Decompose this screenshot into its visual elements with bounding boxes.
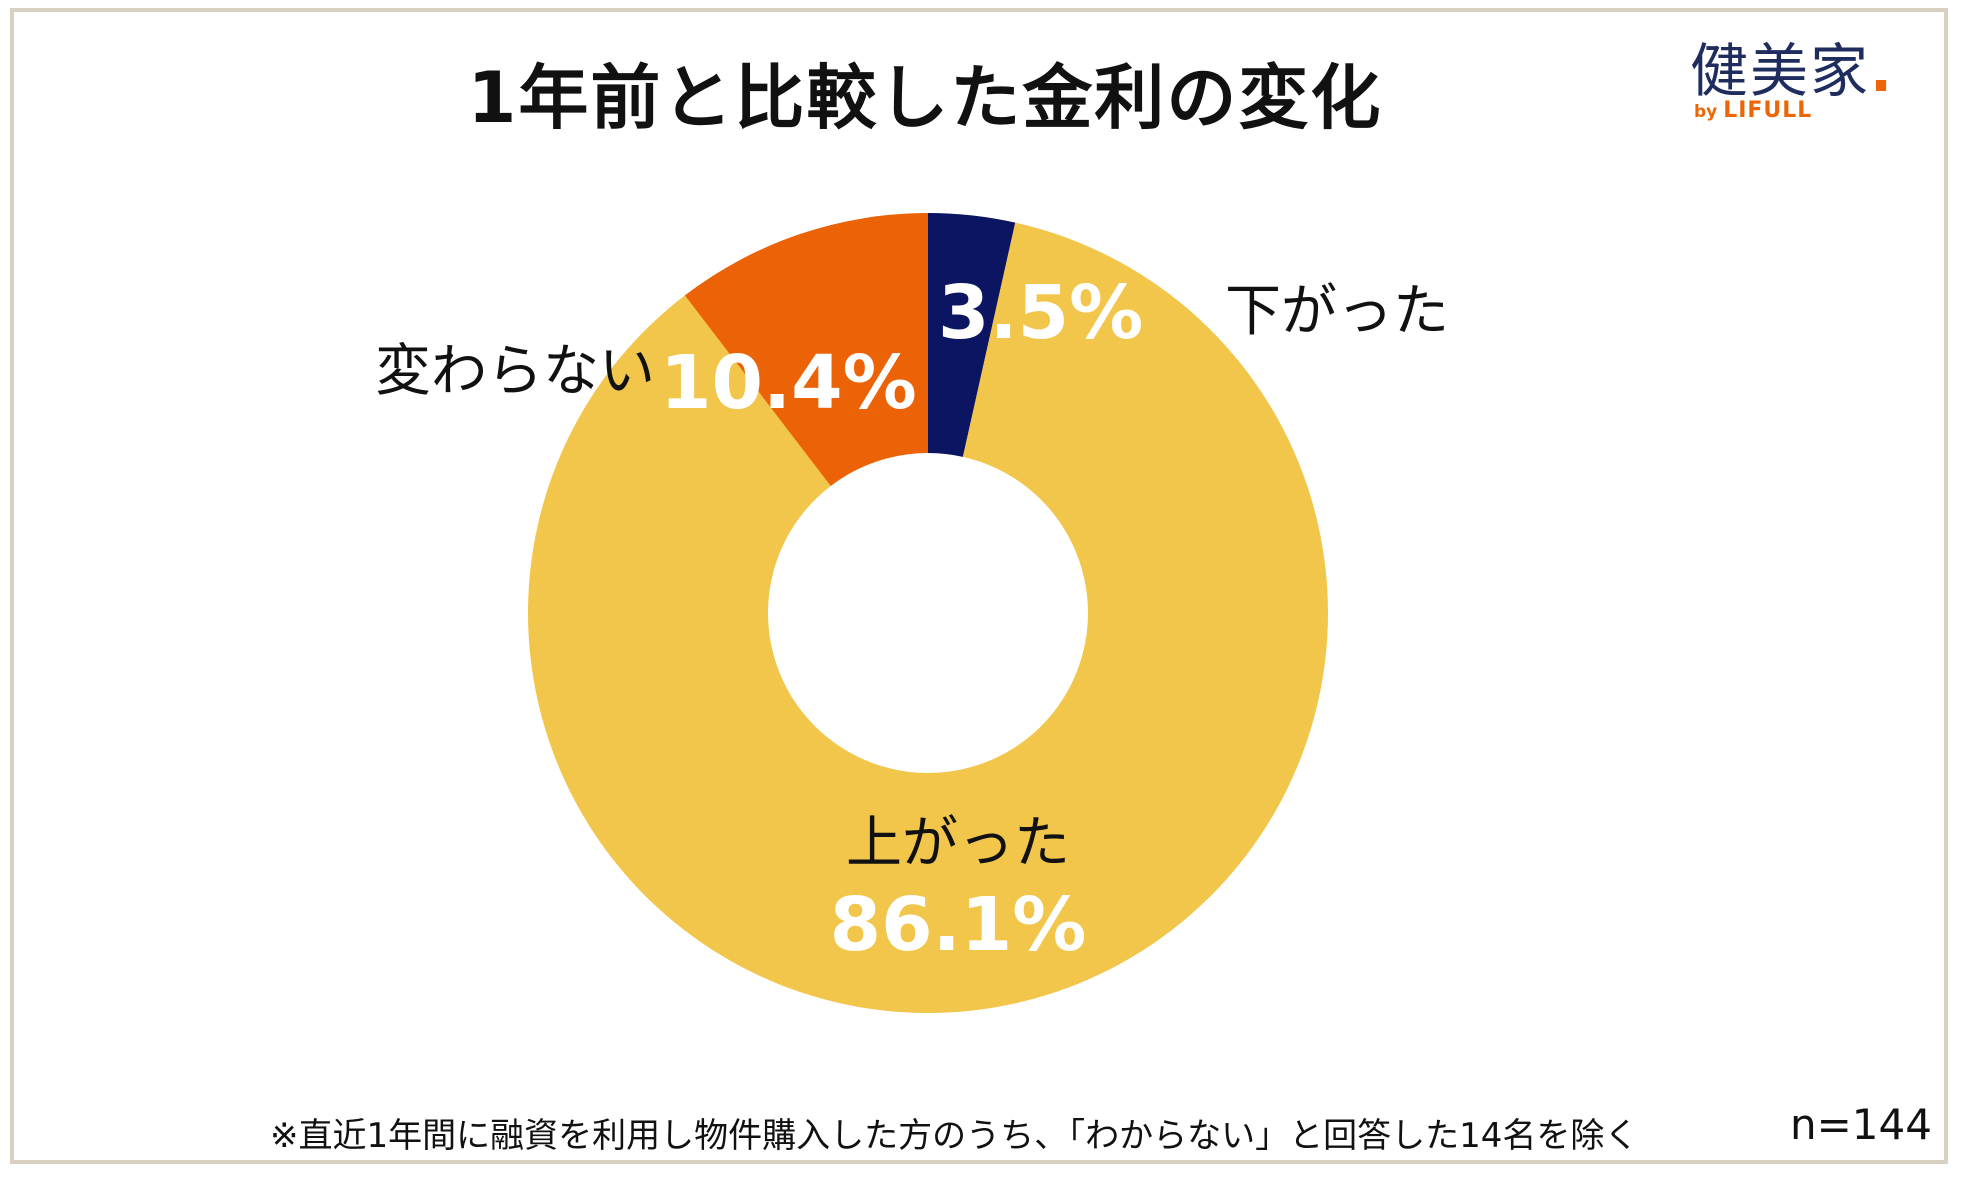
label-down: 下がった bbox=[1225, 279, 1449, 344]
slice-unchanged bbox=[684, 213, 928, 486]
value-label-unchanged: 10.4% bbox=[660, 340, 917, 426]
sample-size: n=144 bbox=[1790, 1100, 1932, 1149]
chart-title: 1年前と比較した金利の変化 bbox=[467, 57, 1383, 139]
brand-name: 健美家 bbox=[1690, 37, 1871, 105]
slice-up bbox=[527, 222, 1328, 1013]
brand-sub: LIFULL bbox=[1723, 98, 1813, 123]
label-up: 上がった bbox=[846, 811, 1070, 876]
brand-logo: 健美家. by LIFULL bbox=[1690, 24, 1930, 123]
label-unchanged: 変わらない bbox=[375, 339, 655, 404]
value-label-up: 86.1% bbox=[830, 882, 1087, 968]
footnote: ※直近1年間に融資を利用し物件購入した方のうち、「わからない」と回答した14名を… bbox=[270, 1116, 1639, 1156]
value-label-down: 3.5% bbox=[938, 270, 1143, 356]
brand-dot: . bbox=[1870, 37, 1895, 105]
brand-by: by bbox=[1694, 102, 1718, 122]
chart-frame bbox=[10, 8, 1948, 1164]
slice-down bbox=[928, 213, 1016, 457]
